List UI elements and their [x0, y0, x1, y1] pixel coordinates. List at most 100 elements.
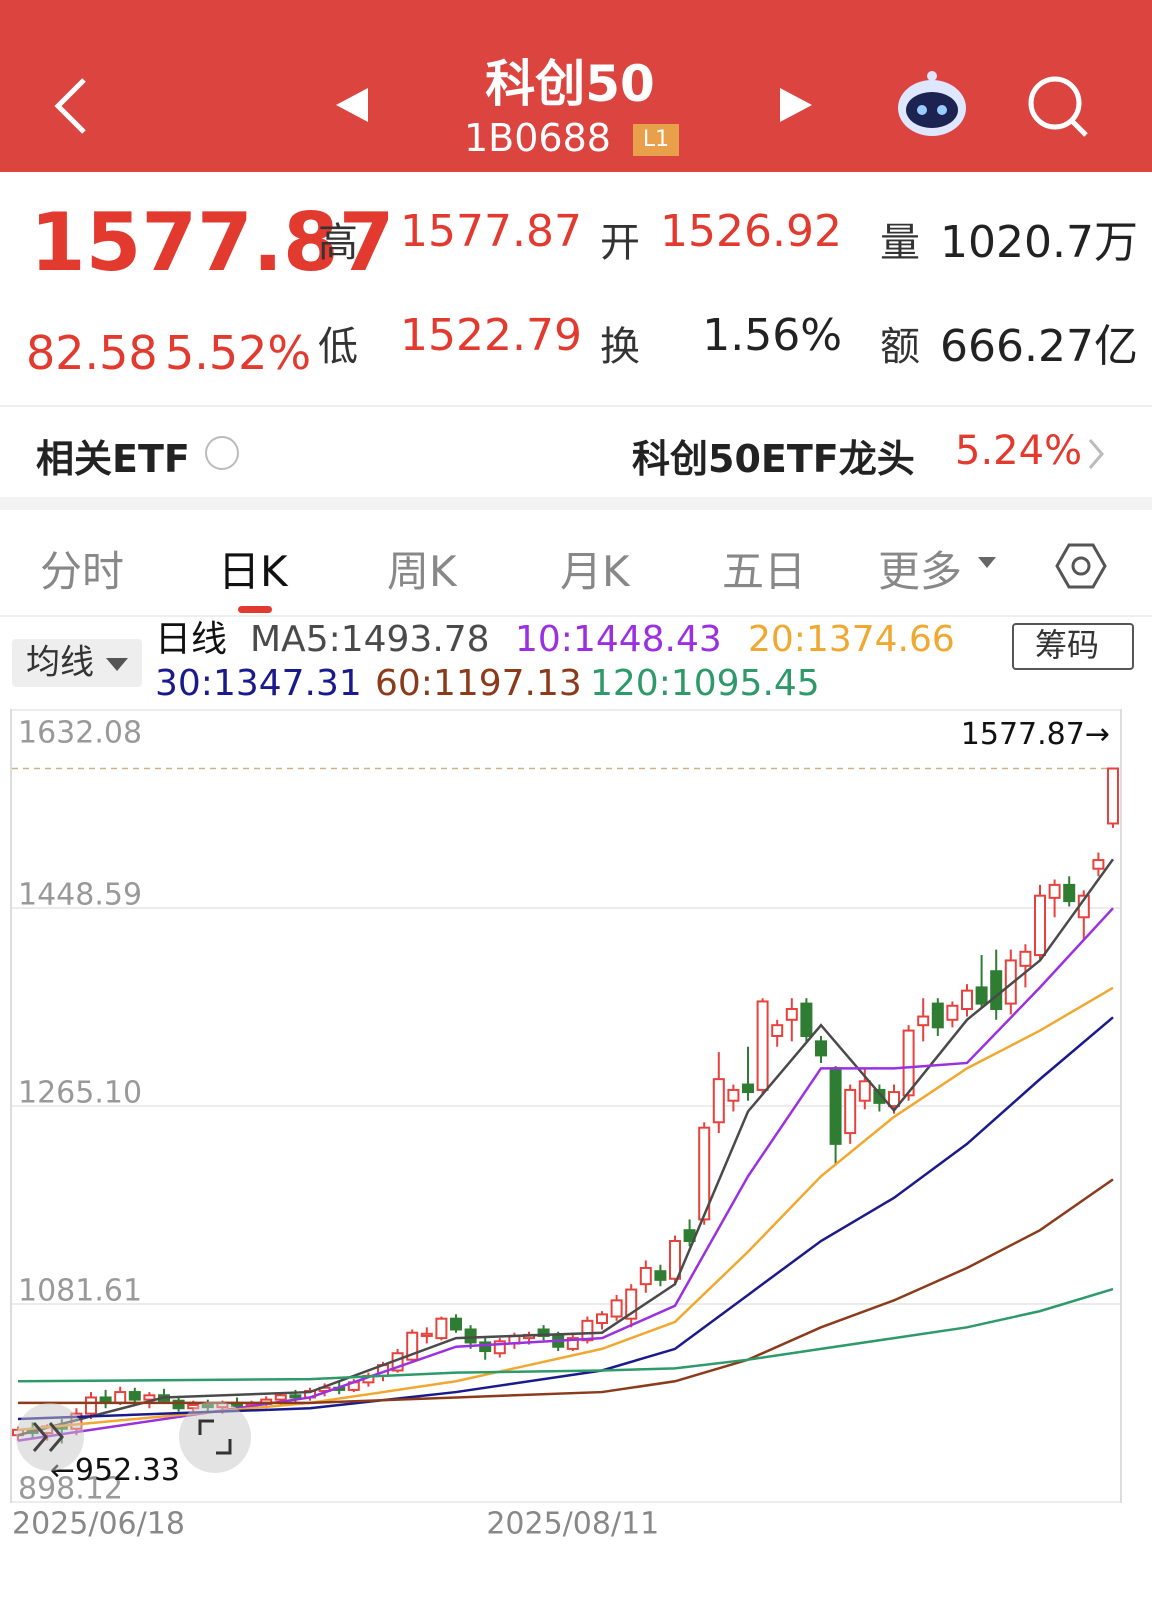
prev-button[interactable] [336, 88, 368, 122]
divider [0, 405, 1152, 407]
y-tick-label: 1081.61 [18, 1274, 142, 1309]
candle-body [450, 1317, 462, 1331]
candle-body [406, 1331, 419, 1361]
field-label: 低 [318, 324, 358, 370]
candle-body [727, 1088, 740, 1102]
top-bar: 科创50 1B0688 L1 [0, 0, 1152, 172]
candle-body [610, 1299, 623, 1318]
candle-body [844, 1088, 857, 1135]
assistant-icon[interactable] [898, 71, 966, 136]
candle-body [172, 1399, 185, 1410]
candle-body [1107, 767, 1119, 825]
field-label: 量 [880, 220, 920, 266]
candle-body [829, 1067, 842, 1145]
ma-line [18, 1178, 1114, 1405]
legend-entry: 120:1095.45 [590, 663, 820, 704]
candle-body [654, 1270, 667, 1281]
ma-button[interactable] [12, 639, 142, 687]
candle-body [143, 1394, 156, 1401]
badge: L1 [633, 124, 679, 156]
candle-body [1019, 950, 1032, 967]
tab[interactable]: 更多 [878, 547, 963, 596]
candle-body [873, 1088, 886, 1104]
candle-body [756, 1000, 769, 1091]
more-arrow [978, 557, 996, 568]
candle-body [888, 1091, 900, 1108]
candle-body [858, 1080, 871, 1102]
field-value: 1020.7万 [940, 217, 1138, 268]
field-value: 1.56% [702, 310, 842, 361]
candle-body [289, 1394, 302, 1399]
tabs-divider [0, 615, 1152, 617]
ma-line [17, 858, 1115, 1437]
chips-button[interactable] [1012, 623, 1134, 670]
collapse-icon [32, 1422, 48, 1452]
legend-entry: 60:1197.13 [375, 663, 582, 704]
chips-button-label: 筹码 [1035, 626, 1099, 664]
next-button[interactable] [780, 88, 812, 122]
candle-body [128, 1391, 141, 1401]
ma-line [17, 986, 1114, 1432]
x-tick-label: 2025/08/11 [486, 1507, 659, 1542]
candle-body [1063, 883, 1076, 903]
candle-body [114, 1391, 127, 1404]
candle-body [1048, 883, 1061, 899]
candle-body [815, 1040, 827, 1057]
candle-body [961, 989, 973, 1010]
candle-body [669, 1239, 681, 1280]
candle-body [785, 1007, 798, 1021]
candle-body [975, 986, 988, 1005]
ma-line [17, 907, 1114, 1442]
candle-body [566, 1337, 579, 1350]
ma-line [17, 1287, 1114, 1383]
candle-body [931, 1002, 944, 1029]
back-button[interactable] [54, 78, 86, 134]
high-label: 1577.87→ [961, 717, 1110, 752]
candle-body [274, 1394, 287, 1401]
ma-button-label: 均线 [26, 643, 94, 683]
field-value: 1577.87 [400, 206, 582, 257]
tab[interactable]: 分时 [40, 547, 125, 596]
help-icon[interactable] [205, 436, 239, 470]
tab[interactable]: 月K [560, 547, 630, 596]
fullscreen-button [179, 1401, 251, 1473]
code: 1B0688 [464, 116, 611, 160]
candle-body [742, 1083, 754, 1094]
candle-body [479, 1341, 492, 1353]
tab[interactable]: 五日 [722, 547, 807, 596]
y-tick-label: 1632.08 [18, 716, 142, 751]
candle-body [435, 1317, 448, 1340]
title: 科创50 [485, 55, 655, 113]
candle-body [917, 1015, 930, 1027]
field-label: 换 [600, 324, 640, 370]
field-value: 1526.92 [660, 206, 842, 257]
field-value: 666.27亿 [940, 321, 1138, 372]
candle-body [1092, 859, 1105, 870]
etf-name[interactable]: 科创50ETF龙头 [632, 437, 915, 481]
settings-icon[interactable] [1055, 542, 1107, 590]
y-tick-label: 1448.59 [18, 878, 142, 913]
candle-body [639, 1266, 652, 1286]
legend-entry: 30:1347.31 [155, 663, 362, 704]
candle-body [771, 1024, 784, 1037]
candle-body [596, 1313, 608, 1325]
tab-indicator [238, 606, 272, 613]
tab[interactable]: 周K [387, 547, 457, 596]
ma-button-arrow [106, 658, 128, 671]
etf-change: 5.24% [955, 428, 1083, 474]
candle-body [712, 1078, 725, 1124]
candle-body [85, 1396, 97, 1415]
legend-entry: 20:1374.66 [748, 619, 955, 660]
field-label: 额 [880, 324, 920, 370]
field-label: 高 [318, 220, 358, 266]
candle-body [464, 1328, 477, 1344]
price: 1577.87 [30, 196, 395, 289]
search-icon[interactable] [1028, 76, 1088, 137]
candle-body [800, 1002, 813, 1037]
etf-label[interactable]: 相关ETF [36, 437, 190, 481]
candle-body [1034, 894, 1046, 957]
legend-entry: 10:1448.43 [515, 619, 722, 660]
tab[interactable]: 日K [218, 547, 288, 596]
collapse-button [16, 1403, 84, 1471]
